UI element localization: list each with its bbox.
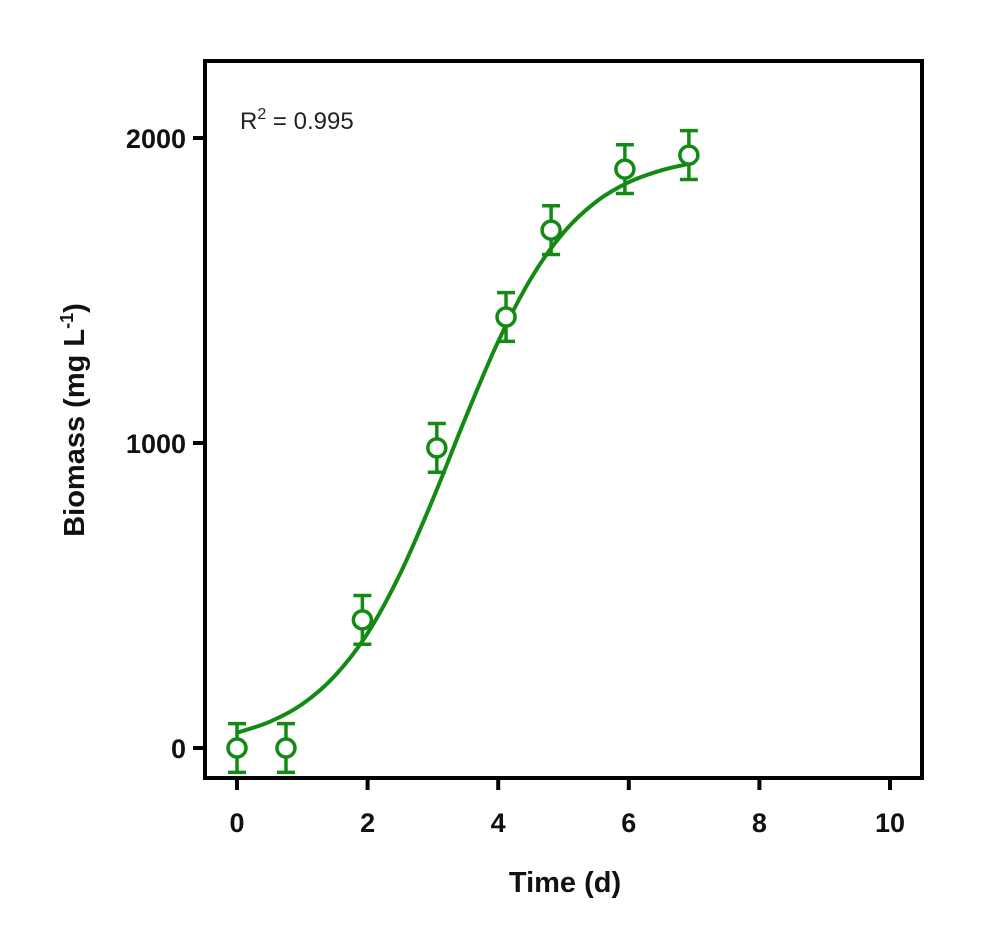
point-marker (495, 306, 517, 328)
data-point (426, 421, 448, 475)
y-tick-label: 1000 (126, 429, 186, 459)
x-tick-label: 4 (491, 808, 506, 838)
x-axis-label: Time (d) (509, 867, 621, 899)
point-marker (614, 158, 636, 180)
point-marker (678, 144, 700, 166)
fit-curve (236, 160, 695, 735)
data-point (226, 721, 248, 775)
x-tick-label: 2 (360, 808, 375, 838)
y-tick-label: 2000 (126, 124, 186, 154)
plot-frame (203, 59, 924, 780)
x-tick-label: 10 (875, 808, 905, 838)
data-point (614, 142, 636, 196)
r-squared-annotation: R2 = 0.995 (240, 106, 354, 135)
data-point (351, 593, 374, 647)
x-tick-label: 8 (752, 808, 767, 838)
point-marker (226, 737, 248, 759)
x-tick-label: 0 (229, 808, 244, 838)
data-point (678, 128, 700, 182)
point-marker (540, 219, 562, 241)
data-point (540, 203, 562, 257)
data-point (495, 290, 517, 344)
data-point (275, 721, 297, 775)
point-marker (426, 437, 448, 459)
x-tick-label: 6 (621, 808, 636, 838)
point-marker (275, 737, 297, 759)
y-tick-label: 0 (171, 734, 186, 764)
point-marker (351, 609, 374, 631)
y-axis-label: Biomass (mg L-1) (57, 303, 91, 537)
